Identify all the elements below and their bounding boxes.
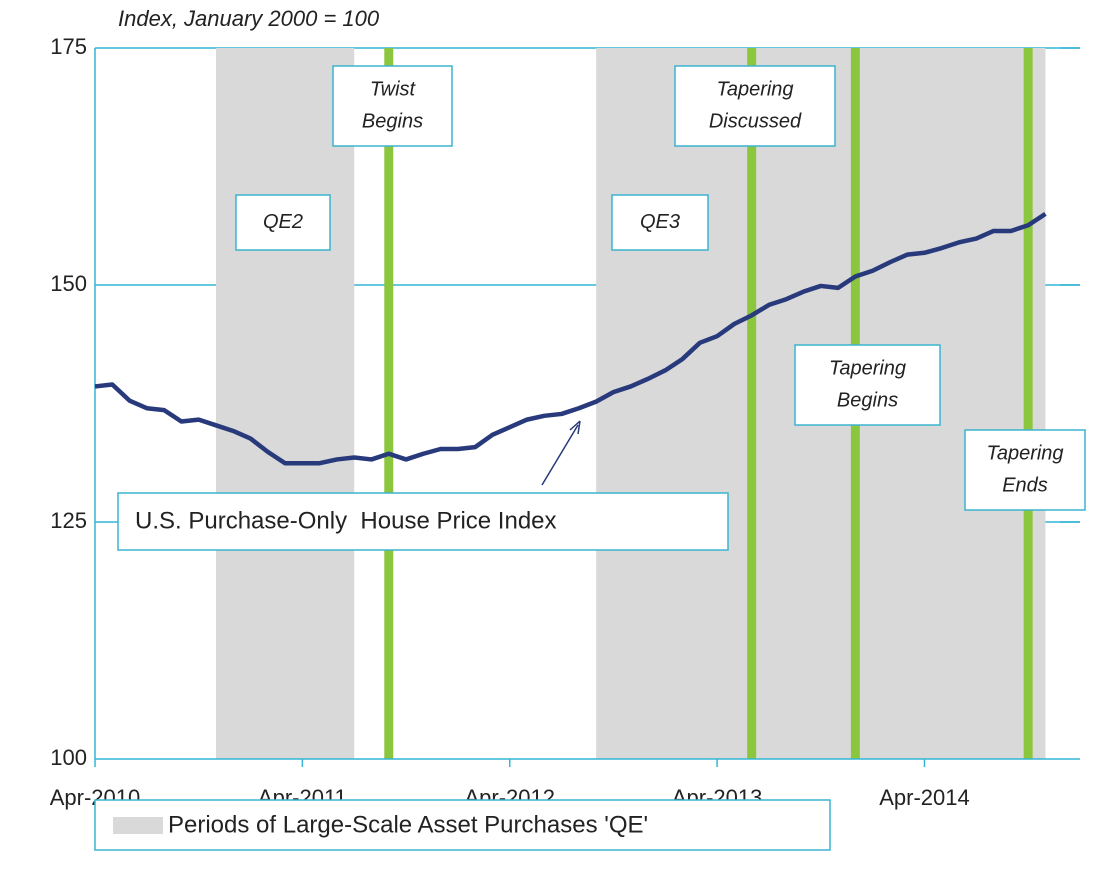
arrow-head bbox=[569, 420, 581, 435]
series-line bbox=[94, 212, 1047, 466]
y-tick-label: 175 bbox=[50, 34, 87, 59]
series-label: U.S. Purchase-Only House Price Index bbox=[135, 507, 557, 534]
y-tick-label: 125 bbox=[50, 508, 87, 533]
y-tick-label: 150 bbox=[50, 271, 87, 296]
event-label: Ends bbox=[1002, 474, 1048, 496]
label-box bbox=[235, 194, 331, 251]
label-box bbox=[794, 344, 941, 426]
legend-label: Periods of Large-Scale Asset Purchases '… bbox=[168, 811, 648, 838]
event-label: Begins bbox=[362, 110, 423, 132]
legend-swatch bbox=[113, 817, 163, 834]
label-box bbox=[674, 65, 836, 147]
arrow bbox=[541, 424, 579, 486]
label-box bbox=[611, 194, 709, 251]
event-label: Twist bbox=[370, 78, 417, 100]
period-label: QE2 bbox=[263, 211, 303, 233]
series-box bbox=[117, 492, 729, 551]
y-tick-label: 100 bbox=[50, 745, 87, 770]
event-label: Tapering bbox=[716, 78, 793, 100]
label-box bbox=[964, 429, 1086, 511]
chart-title: Index, January 2000 = 100 bbox=[118, 6, 380, 31]
event-label: Discussed bbox=[709, 110, 802, 132]
qe-period bbox=[215, 48, 355, 759]
label-box bbox=[332, 65, 453, 147]
x-tick-label: Apr-2014 bbox=[879, 785, 970, 810]
event-label: Tapering bbox=[986, 442, 1063, 464]
period-label: QE3 bbox=[640, 211, 680, 233]
event-label: Tapering bbox=[829, 357, 906, 379]
event-label: Begins bbox=[837, 389, 898, 411]
legend-box bbox=[94, 799, 831, 851]
